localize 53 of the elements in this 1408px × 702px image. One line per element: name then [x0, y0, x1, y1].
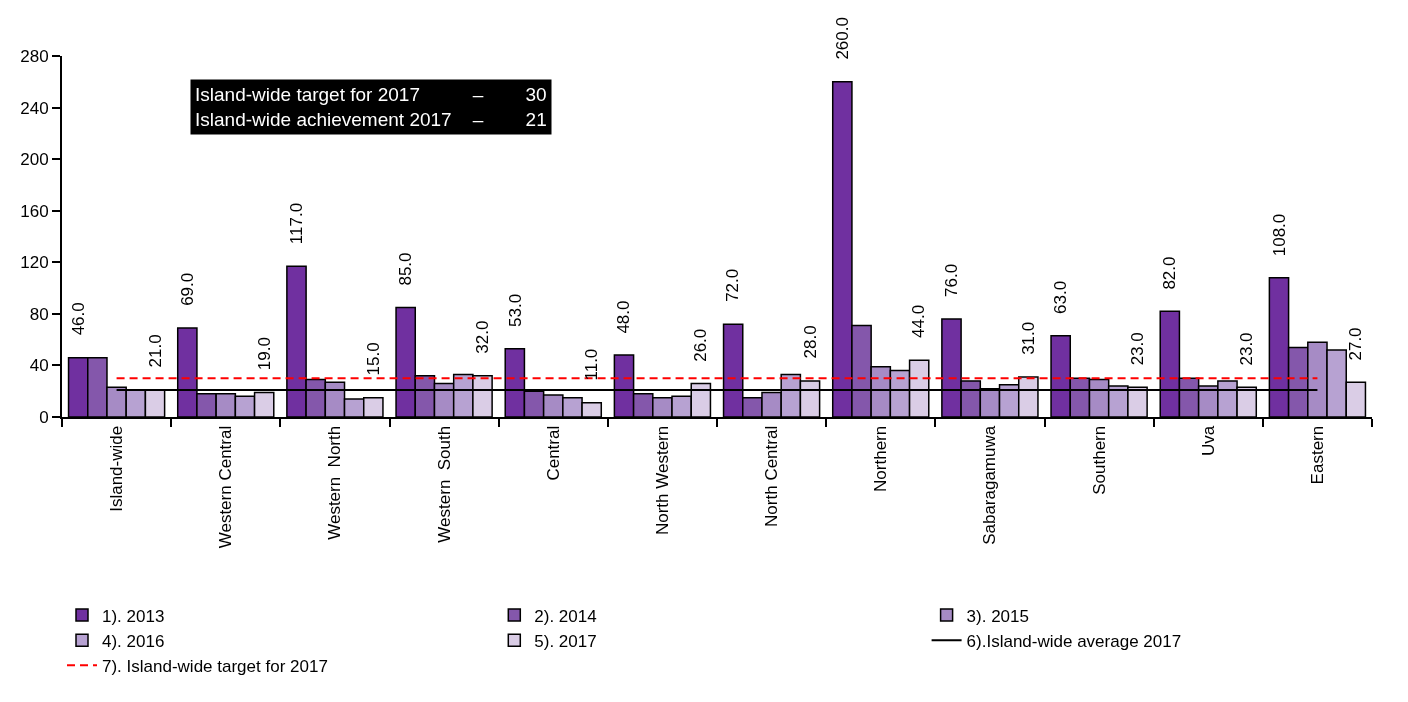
data-label: 31.0 — [1018, 321, 1038, 355]
x-tick-label: Sabaragamuwa — [980, 425, 1000, 545]
y-tick-label: 0 — [39, 407, 49, 427]
data-label: 27.0 — [1346, 327, 1366, 361]
x-tick-label: North Western — [652, 425, 672, 536]
data-label: 72.0 — [723, 268, 743, 302]
legend-label: 3). 2015 — [966, 606, 1029, 626]
data-label: 11.0 — [581, 348, 601, 381]
data-label: 63.0 — [1051, 280, 1071, 314]
x-tick-label: Southern — [1089, 425, 1109, 495]
y-tick-label: 160 — [20, 201, 49, 221]
data-label: 21.0 — [145, 334, 165, 368]
x-tick-label: Western South — [434, 425, 454, 543]
data-label: 15.0 — [364, 342, 384, 376]
x-tick-label: Central — [543, 425, 563, 481]
data-label: 26.0 — [690, 328, 710, 362]
data-label: 260.0 — [833, 17, 853, 60]
data-label: 85.0 — [395, 252, 415, 286]
data-label: 48.0 — [614, 300, 634, 334]
x-tick-label: North Central — [762, 425, 782, 527]
data-label: 44.0 — [909, 304, 929, 338]
data-label: 117.0 — [286, 202, 306, 245]
x-tick-label: Uva — [1198, 425, 1218, 457]
data-label: 82.0 — [1160, 256, 1180, 290]
y-tick-label: 200 — [20, 150, 49, 170]
y-tick-label: 120 — [20, 253, 49, 273]
data-label: 46.0 — [68, 302, 88, 336]
legend-label: 6).Island-wide average 2017 — [966, 631, 1182, 651]
y-tick-label: 280 — [20, 46, 49, 66]
y-tick-label: 80 — [29, 304, 49, 324]
y-tick-label: 40 — [29, 356, 49, 376]
x-tick-label: Western North — [325, 425, 345, 540]
annotation: Island-wide achievement 2017 – 21 — [195, 108, 547, 130]
y-tick-label: 240 — [20, 98, 49, 118]
data-label: 23.0 — [1236, 332, 1256, 366]
legend-label: 2). 2014 — [534, 606, 597, 626]
data-label: 108.0 — [1269, 213, 1289, 257]
x-tick-label: Western Central — [216, 425, 236, 549]
legend-label: 5). 2017 — [534, 631, 597, 651]
data-label: 19.0 — [255, 337, 275, 371]
x-tick-label: Eastern — [1307, 425, 1327, 485]
x-tick-label: Northern — [871, 425, 891, 492]
x-tick-label: Island-wide — [107, 425, 127, 512]
data-label: 69.0 — [177, 272, 197, 306]
annotation: Island-wide target for 2017 – 30 — [195, 84, 547, 105]
data-label: 28.0 — [800, 325, 820, 359]
data-label: 32.0 — [473, 320, 493, 354]
data-label: 76.0 — [941, 263, 961, 297]
data-label: 53.0 — [505, 293, 525, 327]
legend-label: 1). 2013 — [102, 606, 165, 626]
legend-label: 4). 2016 — [102, 631, 165, 651]
legend-label: 7). Island-wide target for 2017 — [102, 656, 328, 676]
data-label: 23.0 — [1127, 332, 1147, 366]
